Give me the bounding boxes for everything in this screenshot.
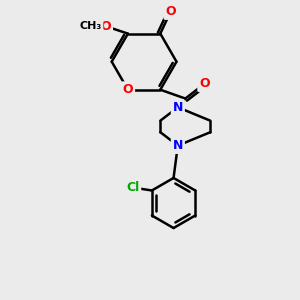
Text: O: O bbox=[165, 5, 176, 18]
Text: O: O bbox=[123, 83, 133, 96]
Text: O: O bbox=[199, 77, 210, 90]
Text: Cl: Cl bbox=[126, 181, 140, 194]
Text: CH₃: CH₃ bbox=[80, 21, 102, 31]
Text: N: N bbox=[172, 101, 183, 114]
Text: N: N bbox=[172, 139, 183, 152]
Text: O: O bbox=[100, 20, 111, 33]
